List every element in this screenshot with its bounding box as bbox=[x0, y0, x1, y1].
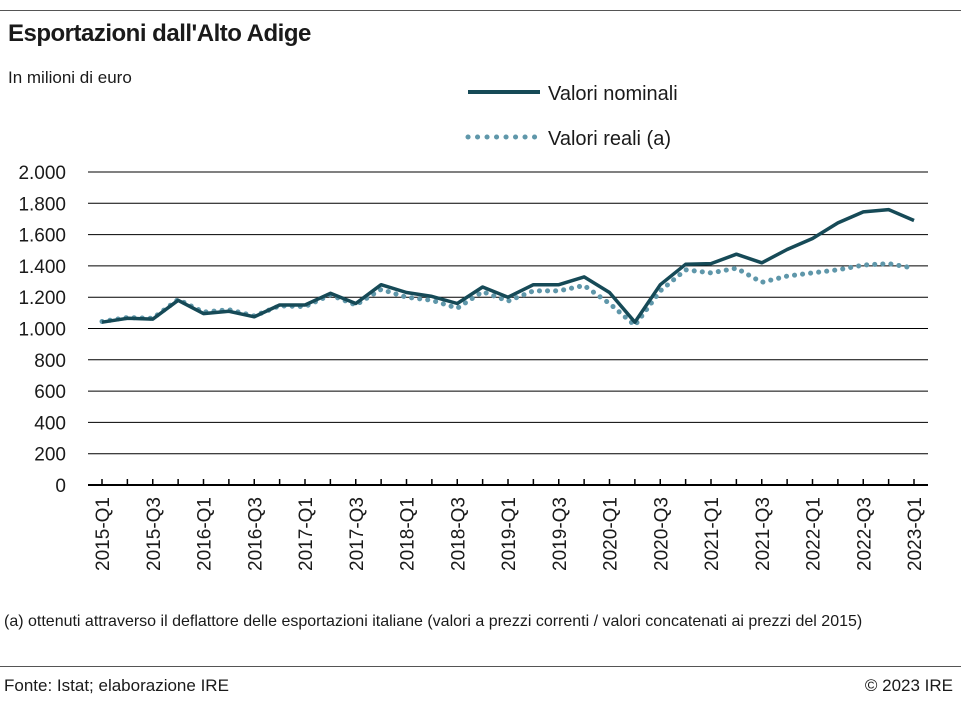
x-tick-label: 2018-Q1 bbox=[398, 497, 419, 571]
x-tick-label: 2022-Q3 bbox=[854, 497, 875, 571]
x-tick-label: 2021-Q3 bbox=[753, 497, 774, 571]
series-line-nominal bbox=[101, 207, 915, 324]
y-tick-label: 2.000 bbox=[18, 163, 66, 184]
grid-lines bbox=[88, 171, 928, 486]
x-tick-label: 2021-Q1 bbox=[702, 497, 723, 571]
x-tick-label: 2020-Q3 bbox=[651, 497, 672, 571]
y-tick-label: 1.800 bbox=[18, 194, 66, 215]
legend-label-real: Valori reali (a) bbox=[548, 128, 671, 150]
bottom-rule bbox=[0, 666, 961, 667]
copyright-label: © 2023 IRE bbox=[864, 676, 953, 695]
y-tick-label: 1.400 bbox=[18, 257, 66, 278]
x-tick-label: 2015-Q1 bbox=[93, 497, 114, 571]
series-group bbox=[99, 207, 917, 328]
chart-title: Esportazioni dall'Alto Adige bbox=[8, 20, 311, 47]
legend-label-nominal: Valori nominali bbox=[548, 83, 678, 105]
y-tick-label: 800 bbox=[34, 351, 66, 372]
x-tick-label: 2018-Q3 bbox=[448, 497, 469, 571]
top-rule bbox=[0, 10, 961, 11]
y-tick-label: 600 bbox=[34, 382, 66, 403]
y-tick-label: 1.200 bbox=[18, 288, 66, 309]
x-tick-label: 2017-Q3 bbox=[347, 497, 368, 571]
x-tick-label: 2016-Q1 bbox=[195, 497, 216, 571]
y-tick-label: 200 bbox=[34, 445, 66, 466]
x-tick-label: 2015-Q3 bbox=[144, 497, 165, 571]
series-line-real bbox=[99, 261, 917, 328]
x-tick-label: 2017-Q1 bbox=[296, 497, 317, 571]
y-unit-label: In milioni di euro bbox=[8, 68, 132, 87]
footnote: (a) ottenuti attraverso il deflattore de… bbox=[4, 613, 863, 630]
y-axis: 0 200 400 600 800 1.000 1.200 1.400 1.600 1.800 2.… bbox=[18, 163, 66, 497]
x-axis: 2015-Q1 2015-Q3 2016-Q1 2016-Q3 2017-Q1 2017-… bbox=[93, 479, 926, 571]
x-tick-label: 2016-Q3 bbox=[245, 497, 266, 571]
y-tick-label: 1.000 bbox=[18, 320, 66, 341]
x-tick-label: 2023-Q1 bbox=[905, 497, 926, 571]
source-label: Fonte: Istat; elaborazione IRE bbox=[4, 676, 229, 695]
y-tick-label: 1.600 bbox=[18, 226, 66, 247]
x-tick-label: 2019-Q3 bbox=[550, 497, 571, 571]
x-tick-label: 2022-Q1 bbox=[804, 497, 825, 571]
legend: Valori nominali Valori reali (a) bbox=[465, 83, 678, 150]
y-tick-label: 400 bbox=[34, 413, 66, 434]
x-tick-label: 2020-Q1 bbox=[601, 497, 622, 571]
x-tick-label: 2019-Q1 bbox=[499, 497, 520, 571]
y-tick-label: 0 bbox=[55, 476, 66, 497]
